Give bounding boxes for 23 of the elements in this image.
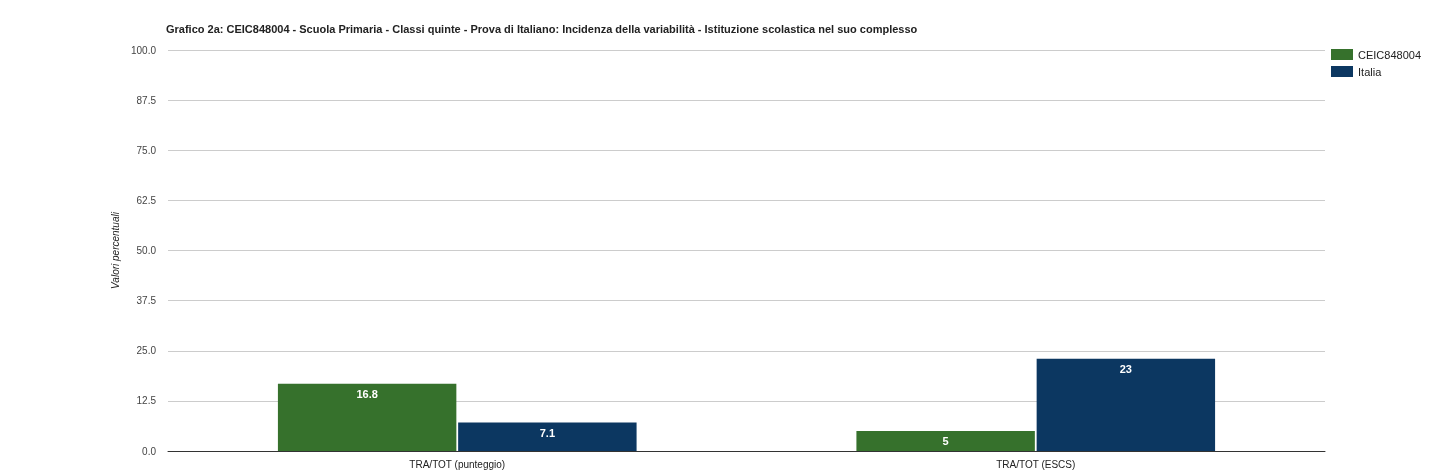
data-label: 23	[1119, 363, 1132, 376]
chart-title: Grafico 2a: CEIC848004 - Scuola Primaria - Classi quinte - Prova di Italiano: Incidenza della variabilità - Istituzione scolastica nel suo complesso	[166, 22, 918, 35]
y-tick-label: 37.5	[136, 295, 157, 307]
legend-label: CEIC848004	[1358, 48, 1422, 61]
bar	[277, 383, 457, 451]
bar	[856, 430, 1035, 451]
y-tick-label: 62.5	[136, 194, 157, 206]
y-tick-label: 100.0	[130, 44, 157, 56]
y-tick-label: 12.5	[136, 395, 157, 407]
y-tick-label: 25.0	[136, 345, 157, 357]
data-label: 16.8	[356, 388, 378, 401]
x-tick-label: TRA/TOT (ESCS)	[996, 458, 1076, 470]
y-tick-label: 75.0	[136, 144, 157, 156]
y-tick-label: 0.0	[142, 445, 157, 457]
legend-label: Italia	[1358, 65, 1383, 78]
data-label: 5	[942, 435, 949, 448]
y-axis-title: Valori percentuali	[109, 211, 121, 289]
bar	[458, 422, 637, 451]
y-tick-label: 50.0	[136, 245, 157, 256]
data-label: 7.1	[539, 427, 556, 440]
bar	[1036, 358, 1216, 451]
y-tick-label: 87.5	[136, 94, 157, 106]
x-tick-label: TRA/TOT (punteggio)	[409, 458, 506, 470]
